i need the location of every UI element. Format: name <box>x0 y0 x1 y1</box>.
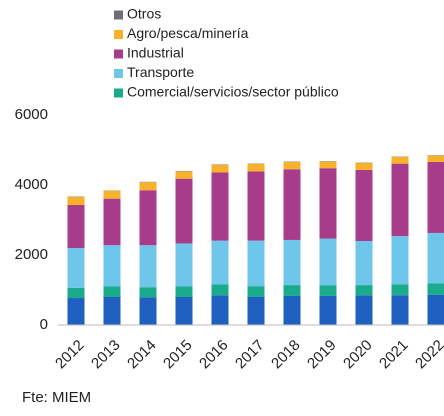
bar-segment <box>68 288 85 298</box>
bar-segment <box>428 295 444 325</box>
x-tick-label: 2017 <box>232 337 268 373</box>
x-tick-label: 2015 <box>160 337 196 373</box>
bar-segment <box>248 171 265 240</box>
bar-segment <box>320 239 337 286</box>
x-tick-label: 2012 <box>52 337 88 373</box>
legend-swatch <box>114 11 123 20</box>
bar-segment <box>104 199 121 246</box>
x-tick-label: 2021 <box>376 337 412 373</box>
bar-segment <box>212 295 229 325</box>
legend-swatch <box>114 30 123 39</box>
y-tick-label: 4000 <box>15 176 48 193</box>
bar-segment <box>392 236 409 284</box>
bar-segment <box>104 297 121 325</box>
bar-segment <box>176 243 193 286</box>
legend-label: Agro/pesca/minería <box>127 25 249 41</box>
bar-segment <box>212 284 229 295</box>
bar-segment <box>104 245 121 286</box>
bar-segment <box>104 191 121 199</box>
x-tick-label: 2020 <box>340 337 376 373</box>
bar-segment <box>140 287 157 297</box>
bar-segment <box>356 241 373 285</box>
bar-segment <box>140 297 157 325</box>
x-tick-label: 2022 <box>412 337 444 373</box>
bar-segment <box>284 285 301 296</box>
bar-segment <box>68 298 85 325</box>
source-note: Fte: MIEM <box>22 389 91 406</box>
bar-segment <box>392 164 409 236</box>
bar-segment <box>284 169 301 240</box>
bar-segment <box>212 165 229 173</box>
bar-segment <box>176 287 193 298</box>
bar-segment <box>428 283 444 295</box>
bar-segment <box>356 170 373 241</box>
bar-segment <box>284 296 301 325</box>
bar-segment <box>320 168 337 238</box>
bar-segment <box>248 286 265 297</box>
bar-segment <box>392 295 409 325</box>
bar-segment <box>248 241 265 287</box>
x-tick-label: 2019 <box>304 337 340 373</box>
x-tick-label: 2016 <box>196 337 232 373</box>
bar-segment <box>392 157 409 164</box>
bar-segment <box>428 156 444 162</box>
bar-segment <box>356 295 373 325</box>
bar-segment <box>392 284 409 295</box>
bar-segment <box>140 190 157 245</box>
bar-segment <box>140 245 157 287</box>
bar-segment <box>356 163 373 170</box>
bar-segment <box>320 285 337 296</box>
bar-segment <box>104 287 121 298</box>
bar-segment <box>248 164 265 171</box>
bar-segment <box>320 162 337 169</box>
y-tick-label: 6000 <box>15 106 48 123</box>
bar-segment <box>176 171 193 178</box>
bar-segment <box>212 241 229 285</box>
bar-segment <box>176 297 193 325</box>
x-tick-label: 2013 <box>88 337 124 373</box>
bar-segment <box>68 205 85 248</box>
legend-label: Transporte <box>127 64 194 80</box>
legend-swatch <box>114 50 123 59</box>
bar-segment <box>68 248 85 288</box>
x-tick-label: 2014 <box>124 337 160 373</box>
legend-label: Comercial/servicios/sector público <box>127 84 339 100</box>
bar-segment <box>428 162 444 233</box>
x-tick-label: 2018 <box>268 337 304 373</box>
legend-swatch <box>114 69 123 78</box>
legend-swatch <box>114 89 123 98</box>
bar-segment <box>320 296 337 325</box>
y-tick-label: 2000 <box>15 246 48 263</box>
bar-segment <box>248 297 265 325</box>
bar-segment <box>428 233 444 283</box>
y-tick-label: 0 <box>40 316 48 333</box>
bar-segment <box>68 197 85 205</box>
legend-label: Otros <box>127 6 161 22</box>
bar-segment <box>212 172 229 240</box>
bar-segment <box>356 285 373 295</box>
bar-segment <box>140 182 157 190</box>
bar-segment <box>176 179 193 244</box>
legend-label: Industrial <box>127 45 184 61</box>
bar-segment <box>284 162 301 169</box>
bar-segment <box>284 240 301 285</box>
